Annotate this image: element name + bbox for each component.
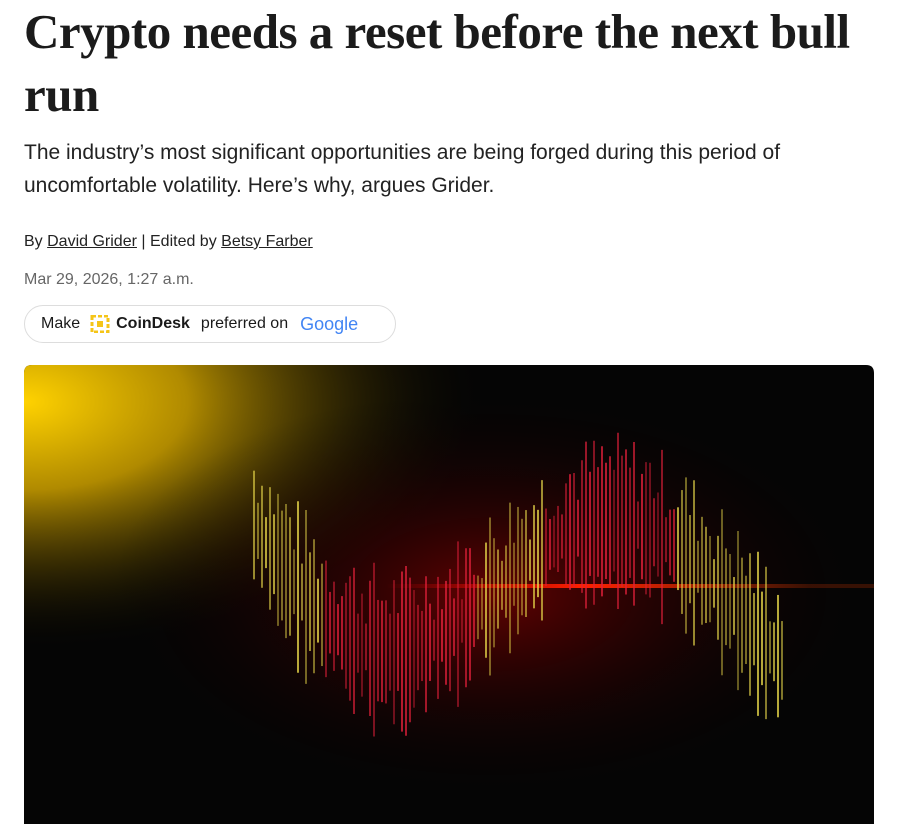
icon-center <box>97 321 104 327</box>
button-brand: CoinDesk <box>116 315 190 332</box>
coindesk-icon <box>90 315 110 333</box>
subheadline: The industry’s most significant opportun… <box>24 141 781 197</box>
byline-prefix: By <box>24 233 43 250</box>
hero-line <box>224 584 874 588</box>
author-link[interactable]: David Grider <box>47 233 137 250</box>
button-middle: preferred on <box>200 315 289 332</box>
hero-red-glow <box>24 365 874 824</box>
headline: Crypto needs a reset before the next bul… <box>24 4 850 122</box>
icon-square <box>90 315 110 333</box>
hero-image <box>24 365 874 824</box>
byline: By David Grider | Edited by Betsy Farber <box>24 233 313 251</box>
byline-separator: | Edited by <box>141 233 217 250</box>
button-google: Google <box>300 313 359 334</box>
button-make: Make <box>41 315 81 332</box>
editor-link[interactable]: Betsy Farber <box>221 233 313 250</box>
preferred-source-button[interactable]: Make CoinDesk preferred on Google <box>24 305 396 343</box>
publish-date: Mar 29, 2026, 1:27 a.m. <box>24 271 194 288</box>
